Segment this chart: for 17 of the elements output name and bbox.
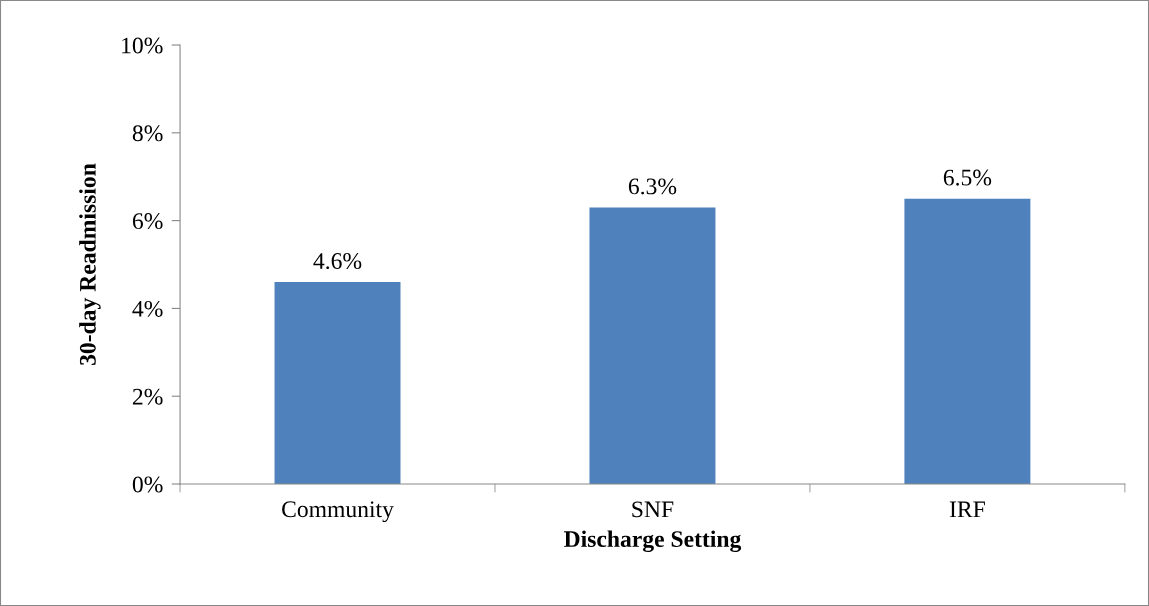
data-label: 6.5% (943, 169, 992, 186)
data-label: 4.6% (313, 253, 362, 270)
x-axis-title: Discharge Setting (564, 530, 742, 553)
bar (274, 282, 401, 485)
y-tick-label: 0% (132, 476, 163, 493)
y-tick-label: 8% (132, 125, 163, 142)
bar (904, 198, 1031, 485)
y-axis-title: 30-day Readmission (79, 163, 101, 365)
bar (589, 207, 716, 485)
x-tick-label: IRF (949, 501, 985, 518)
x-tick-label: SNF (632, 501, 674, 518)
y-tick-label: 6% (132, 213, 163, 230)
y-tick-label: 10% (122, 37, 163, 54)
y-tick-label: 2% (132, 388, 163, 405)
x-tick-label: Community (282, 501, 394, 523)
data-label: 6.3% (628, 178, 677, 195)
y-tick-label: 4% (132, 300, 163, 317)
